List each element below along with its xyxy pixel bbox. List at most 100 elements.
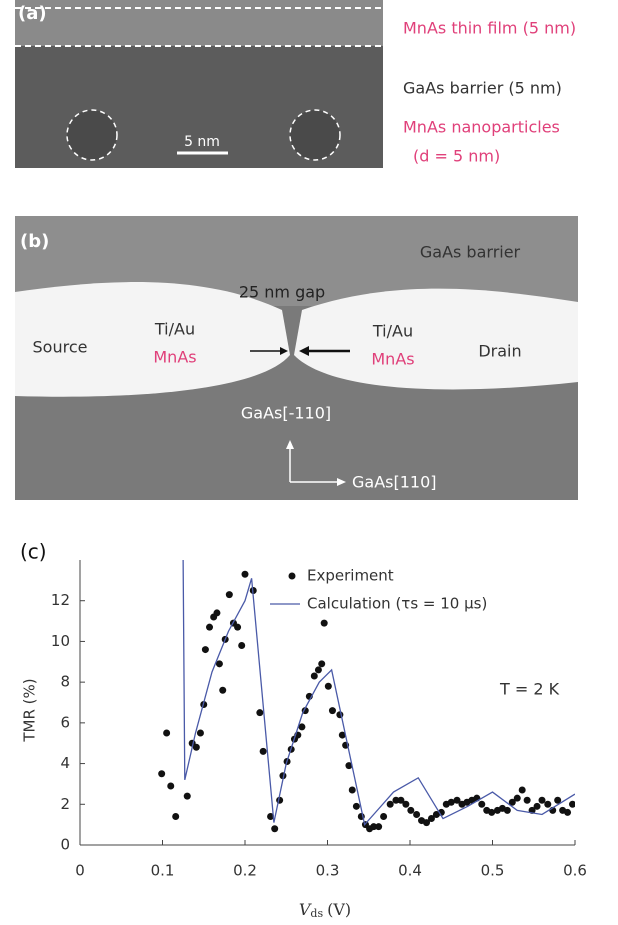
x-tick-label: 0.4 — [398, 862, 422, 880]
source-electrode — [15, 282, 290, 397]
data-point — [348, 786, 356, 794]
data-point — [544, 800, 552, 808]
data-point — [201, 646, 209, 654]
legend-label: Experiment — [307, 567, 394, 585]
data-point — [518, 786, 526, 794]
data-point — [386, 800, 394, 808]
data-point — [564, 808, 572, 816]
electrode-label: Drain — [478, 342, 521, 361]
y-tick-label: 2 — [60, 795, 70, 813]
data-point — [478, 800, 486, 808]
data-point — [213, 609, 221, 617]
annotation: (d = 5 nm) — [413, 147, 500, 166]
x-tick-label: 0.6 — [563, 862, 587, 880]
data-point — [324, 682, 332, 690]
panel-label: (a) — [18, 3, 47, 24]
data-point — [298, 723, 306, 731]
data-point — [453, 796, 461, 804]
data-point — [380, 813, 388, 820]
data-point — [503, 806, 511, 814]
electrode-label: Source — [33, 338, 88, 357]
data-point — [167, 782, 175, 790]
data-point — [423, 819, 430, 827]
y-tick-label: 4 — [60, 754, 70, 772]
x-tick-label: 0 — [75, 862, 85, 880]
data-point — [508, 798, 516, 806]
data-point — [271, 825, 279, 833]
annotation: GaAs barrier (5 nm) — [403, 79, 562, 98]
arrowhead — [299, 346, 309, 356]
annotation: MnAs nanoparticles — [403, 118, 560, 137]
data-point — [328, 707, 336, 715]
x-tick-label: 0.2 — [233, 862, 257, 880]
arrowhead — [280, 347, 288, 355]
y-tick-label: 8 — [60, 673, 70, 691]
nanoparticle — [66, 109, 118, 161]
data-point — [267, 813, 275, 820]
axis-label: GaAs[-110] — [241, 404, 331, 423]
data-point — [225, 591, 233, 599]
data-point — [533, 802, 541, 810]
x-tick-label: 0.5 — [481, 862, 505, 880]
data-point — [488, 808, 496, 816]
y-tick-label: 6 — [60, 713, 70, 731]
metal-label: Ti/Au — [154, 320, 195, 339]
plot-area — [158, 560, 575, 833]
arrowhead — [286, 440, 294, 449]
data-point — [219, 686, 227, 694]
annotation: T = 2 K — [499, 680, 560, 699]
panel-label: (b) — [20, 231, 49, 252]
data-point — [523, 796, 531, 804]
y-tick-label: 12 — [51, 591, 70, 609]
film-layer — [15, 0, 383, 46]
data-point — [413, 810, 421, 818]
data-point — [256, 709, 264, 717]
data-point — [375, 823, 383, 831]
legend-marker — [288, 572, 296, 580]
data-point — [163, 729, 171, 737]
chart: 0 2 4 6 8 10 12 0 0.1 0.2 0.3 0.4 0.5 0.6 TMR (%) Vds (V… — [21, 560, 587, 920]
data-point — [183, 792, 191, 800]
data-point — [318, 660, 326, 668]
data-point — [259, 747, 267, 755]
data-point — [320, 619, 328, 627]
annotations: MnAs thin film (5 nm) GaAs barrier (5 nm… — [403, 19, 576, 166]
data-point — [569, 800, 575, 808]
axis-label: GaAs[110] — [352, 473, 437, 492]
scale-label: 5 nm — [184, 134, 220, 150]
data-point — [407, 806, 415, 814]
data-point — [397, 796, 405, 804]
data-point — [513, 794, 521, 802]
data-point — [402, 800, 410, 808]
annotation: MnAs thin film (5 nm) — [403, 19, 576, 38]
data-point — [352, 802, 360, 810]
calculation-line — [182, 560, 575, 827]
data-point — [172, 813, 180, 820]
data-point — [206, 623, 214, 631]
x-axis-label-part: ds — [310, 907, 323, 920]
x-axis-label-part: V — [299, 900, 312, 919]
x-axis-label-part: (V) — [327, 900, 351, 919]
data-point — [196, 729, 204, 737]
data-point — [370, 823, 378, 831]
drain-electrode — [294, 288, 578, 390]
x-axis-label: Vds (V) — [299, 900, 351, 921]
panel-label: (c) — [20, 540, 47, 564]
region-label: GaAs barrier — [420, 243, 521, 262]
y-tick-label: 10 — [51, 632, 70, 650]
data-point — [427, 815, 435, 823]
data-point — [241, 570, 249, 578]
legend-label: Calculation (τs = 10 μs) — [307, 595, 487, 613]
data-point — [554, 796, 562, 804]
data-point — [314, 666, 322, 674]
data-point — [447, 798, 455, 806]
gap-label: 25 nm gap — [239, 283, 325, 302]
data-point — [192, 743, 200, 751]
data-point — [215, 660, 223, 668]
data-point — [158, 770, 166, 778]
magnet-label: MnAs — [153, 348, 196, 367]
data-point — [238, 642, 246, 649]
data-point — [392, 796, 400, 804]
data-point — [345, 762, 353, 770]
arrowhead — [337, 478, 346, 486]
